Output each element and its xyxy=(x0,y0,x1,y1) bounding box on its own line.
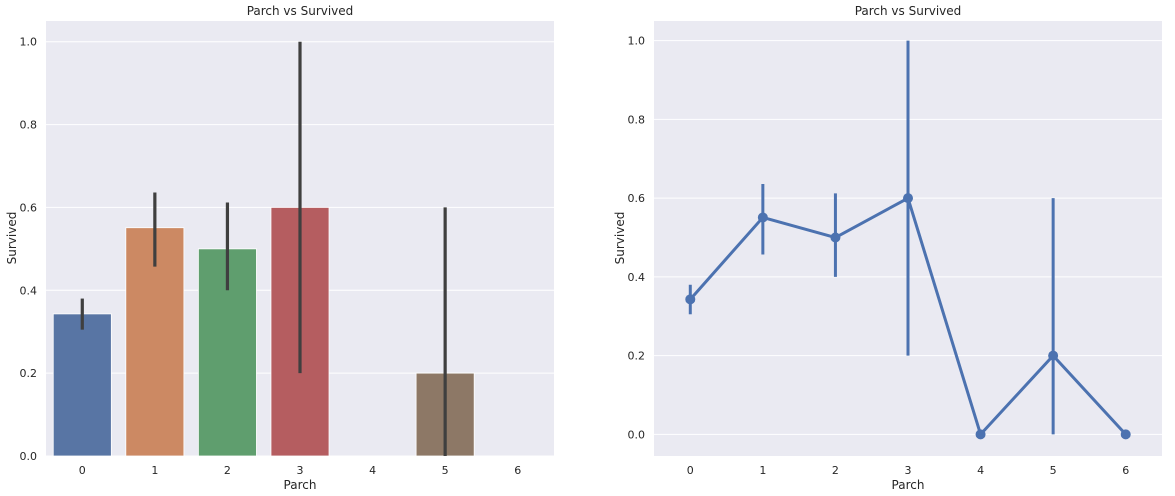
data-point xyxy=(757,212,768,223)
bar xyxy=(52,313,112,457)
bar-chart-panel: 0.0 0.2 0.4 0.6 0.8 1.0 0 1 2 3 4 5 6 Parch vs Surv… xyxy=(5,4,554,492)
point-x-axis-label: Parch xyxy=(892,478,925,492)
data-point xyxy=(903,193,913,204)
point-y-tick-label: 0.8 xyxy=(628,113,646,126)
bar-x-tick-label: 3 xyxy=(297,464,304,477)
bar-y-tick-label: 0.6 xyxy=(20,201,38,214)
point-x-tick-label: 1 xyxy=(759,464,766,477)
point-y-ticks: 0.0 0.2 0.4 0.6 0.8 1.0 xyxy=(628,35,646,442)
point-y-tick-label: 1.0 xyxy=(628,35,646,48)
point-chart-title: Parch vs Survived xyxy=(855,4,962,18)
bar-marks xyxy=(52,41,475,457)
point-y-tick-label: 0.6 xyxy=(628,192,646,205)
bar-x-axis-label: Parch xyxy=(284,478,317,492)
point-x-tick-label: 4 xyxy=(977,464,984,477)
point-chart-panel: 0.0 0.2 0.4 0.6 0.8 1.0 0 1 2 3 4 5 6 Parch vs Surv… xyxy=(613,4,1162,492)
data-point xyxy=(975,429,986,440)
bar-y-tick-label: 0.4 xyxy=(20,284,38,297)
bar-x-tick-label: 5 xyxy=(442,464,449,477)
bar-y-tick-label: 0.0 xyxy=(20,450,38,463)
point-x-tick-label: 5 xyxy=(1050,464,1057,477)
point-x-ticks: 0 1 2 3 4 5 6 xyxy=(687,464,1129,477)
data-point xyxy=(830,232,841,243)
point-y-tick-label: 0.4 xyxy=(628,271,646,284)
point-y-axis-label: Survived xyxy=(613,212,627,265)
bar-x-tick-label: 0 xyxy=(79,464,86,477)
bar-chart-title: Parch vs Survived xyxy=(247,4,354,18)
bar-y-tick-label: 0.8 xyxy=(20,119,38,132)
data-point xyxy=(685,294,696,305)
bar-y-tick-label: 1.0 xyxy=(20,36,38,49)
bar-x-tick-label: 6 xyxy=(514,464,521,477)
point-x-tick-label: 3 xyxy=(905,464,912,477)
point-x-tick-label: 0 xyxy=(687,464,694,477)
point-y-tick-label: 0.0 xyxy=(628,428,646,441)
point-y-tick-label: 0.2 xyxy=(628,350,646,363)
bar-x-ticks: 0 1 2 3 4 5 6 xyxy=(79,464,521,477)
data-point xyxy=(1120,429,1131,440)
bar-y-ticks: 0.0 0.2 0.4 0.6 0.8 1.0 xyxy=(20,36,38,463)
bar-x-tick-label: 1 xyxy=(151,464,158,477)
bar-y-tick-label: 0.2 xyxy=(20,367,38,380)
point-x-tick-label: 6 xyxy=(1122,464,1129,477)
bar-x-tick-label: 4 xyxy=(369,464,376,477)
data-point xyxy=(1048,350,1059,361)
bar-x-tick-label: 2 xyxy=(224,464,231,477)
point-marks xyxy=(685,40,1131,440)
point-x-tick-label: 2 xyxy=(832,464,839,477)
bar-y-axis-label: Survived xyxy=(5,212,19,265)
